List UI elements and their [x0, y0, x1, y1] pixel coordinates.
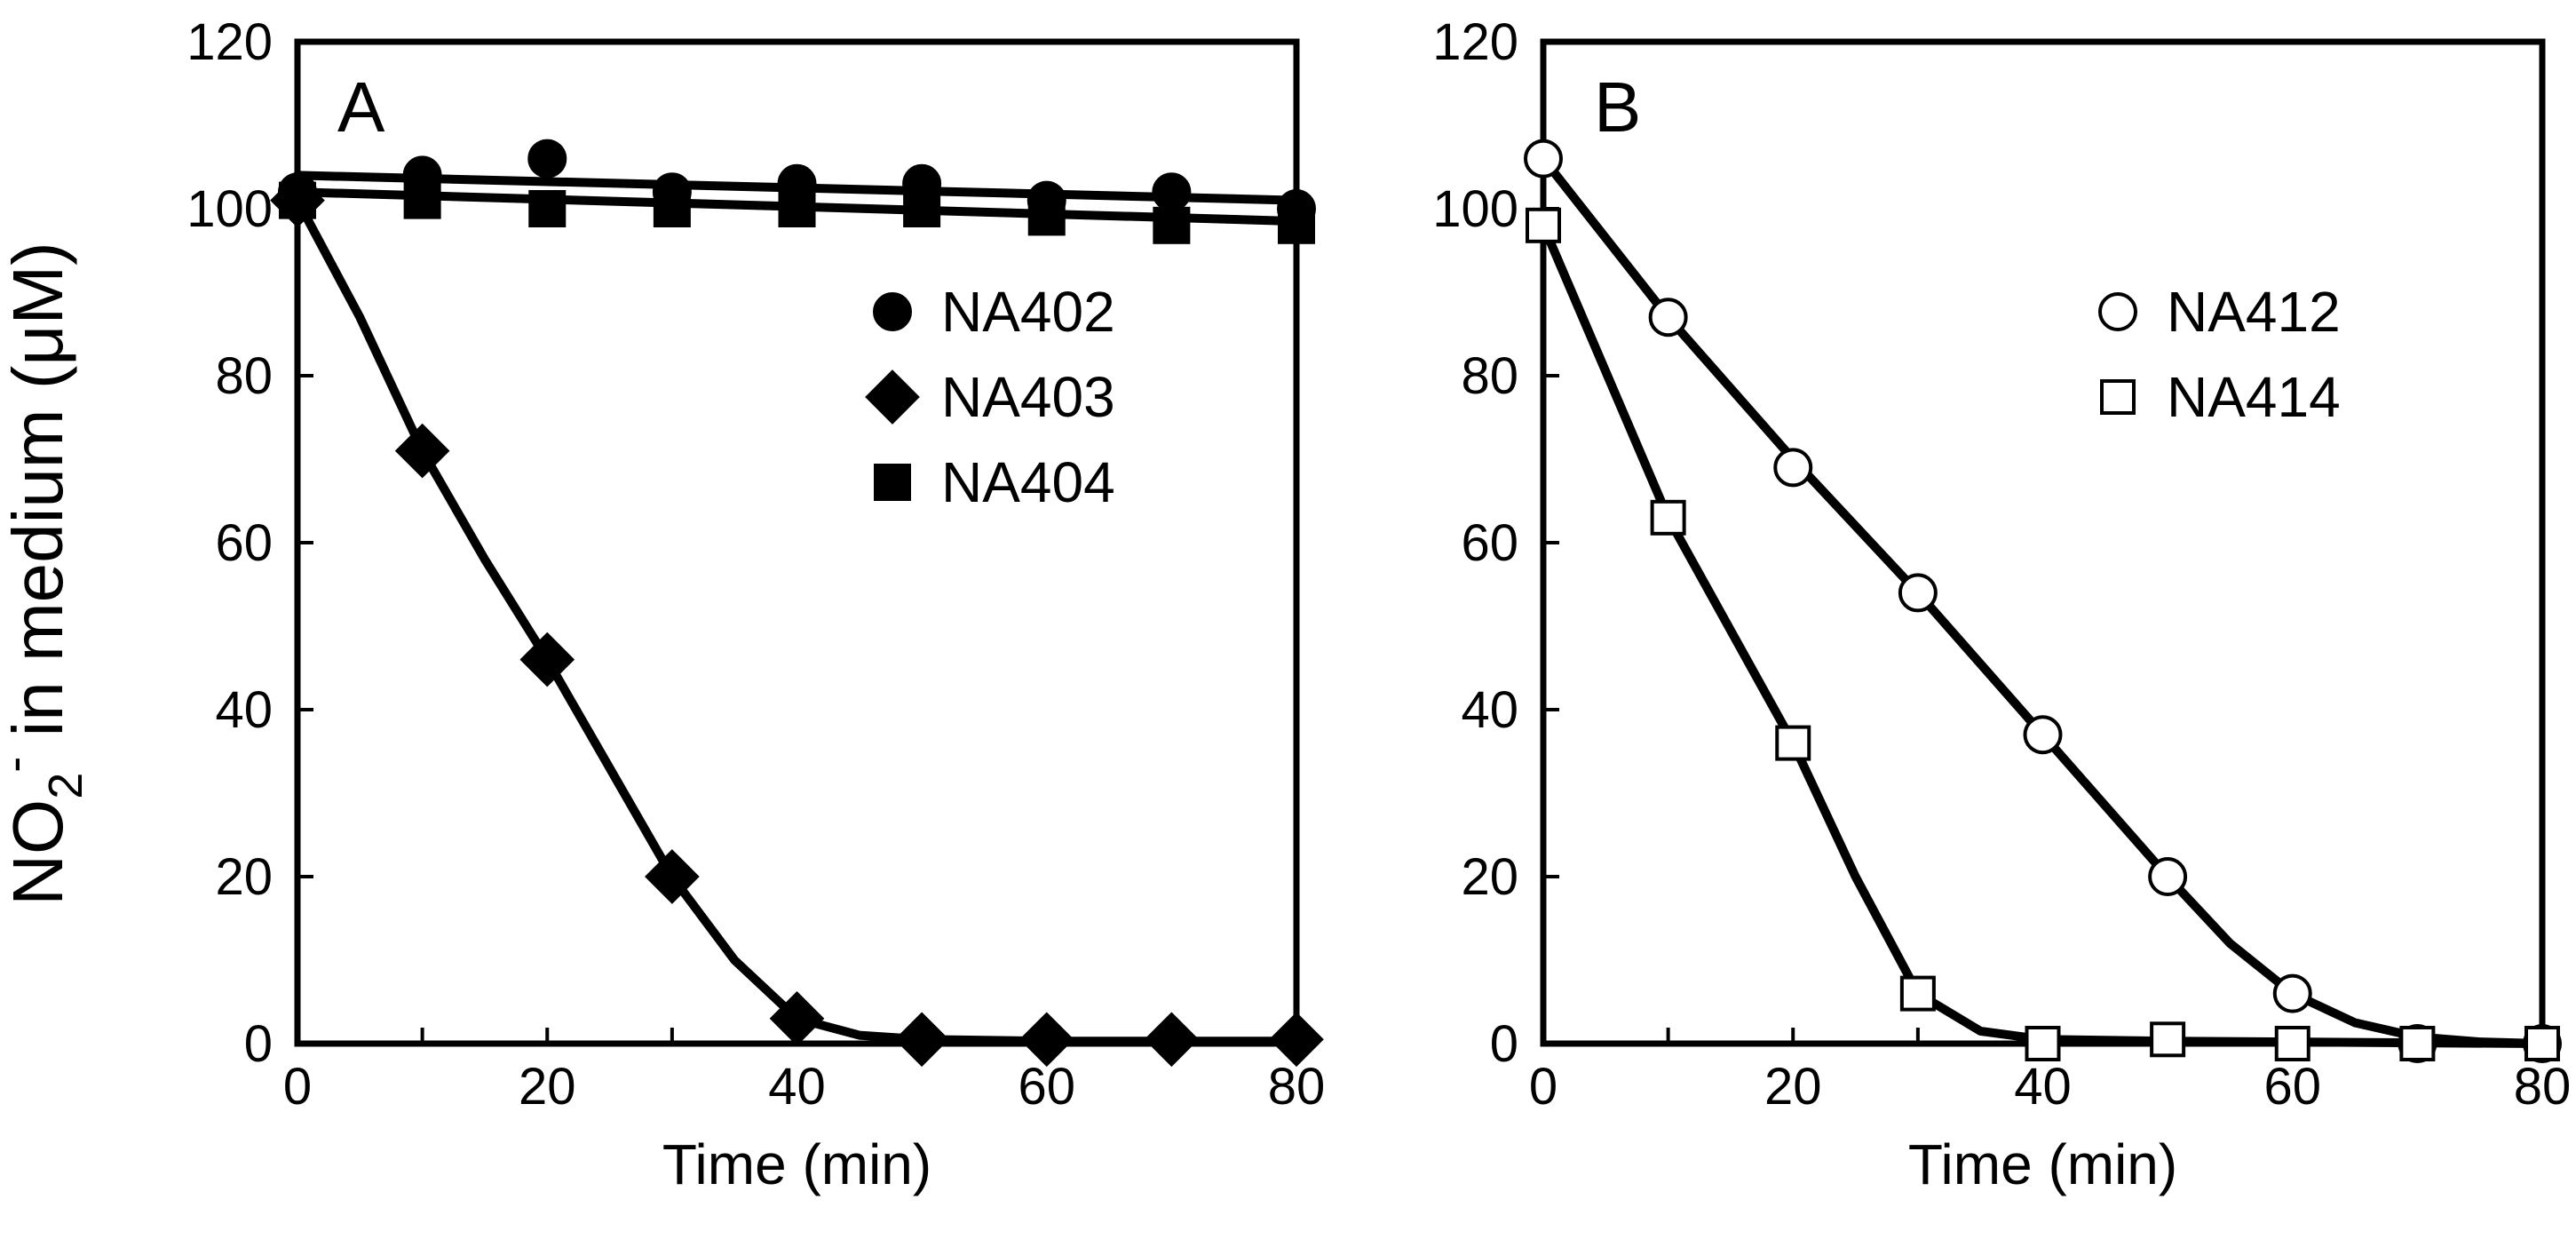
- y-axis-title: NO2- in medium (μM): [0, 242, 92, 906]
- y-tick-label: 0: [244, 1015, 273, 1073]
- x-tick-label: 40: [768, 1058, 826, 1116]
- y-axis-title-main: NO: [0, 799, 77, 906]
- data-point-na412: [1524, 139, 1563, 179]
- x-tick-label: 80: [1268, 1058, 1326, 1116]
- y-tick-label: 60: [1461, 514, 1518, 572]
- data-point-na414: [1650, 499, 1686, 536]
- panel-b: 0 20 40 60 80 0 20 40 60 80 100 120 Time (min) B NA412…: [1432, 13, 2571, 1196]
- data-point-na414: [2274, 1026, 2310, 1061]
- legend-marker-na403: [865, 369, 920, 425]
- data-point-na404: [279, 181, 316, 219]
- legend-marker-na412: [2098, 292, 2137, 331]
- data-point-na404: [1027, 198, 1066, 236]
- data-point-na404: [1278, 206, 1315, 244]
- x-tick-label: 60: [2263, 1058, 2321, 1116]
- x-tick-label: 60: [1018, 1058, 1075, 1116]
- data-point-na403: [769, 990, 825, 1046]
- data-point-na412: [2272, 973, 2312, 1013]
- y-tick-label: 60: [215, 514, 273, 572]
- legend-marker-na414: [2100, 379, 2136, 415]
- x-tick-label: 20: [519, 1058, 576, 1116]
- data-point-na403: [1269, 1012, 1324, 1068]
- y-axis-title-rest: in medium (μM): [0, 242, 77, 757]
- y-tick-label: 120: [1432, 13, 1518, 71]
- data-point-na414: [1526, 207, 1561, 243]
- legend-label-na403: NA403: [941, 365, 1115, 429]
- legend-label-na414: NA414: [2167, 365, 2341, 429]
- x-tick-label: 80: [2514, 1058, 2572, 1116]
- y-tick-label: 40: [1461, 681, 1518, 739]
- y-tick-label: 120: [186, 13, 273, 71]
- panel-label: B: [1594, 68, 1641, 147]
- y-tick-label: 80: [1461, 347, 1518, 405]
- y-tick-label: 20: [215, 848, 273, 906]
- series-line-na412: [1539, 154, 2547, 1048]
- data-point-na404: [903, 190, 941, 227]
- data-point-na414: [2025, 1026, 2061, 1061]
- data-point-na404: [528, 190, 567, 227]
- legend-label-na404: NA404: [941, 450, 1115, 514]
- data-point-na412: [2023, 715, 2063, 755]
- x-tick-label: 0: [283, 1058, 312, 1116]
- x-tick-label: 40: [2014, 1058, 2072, 1116]
- data-point-na414: [1899, 975, 1936, 1012]
- legend-marker-na404: [874, 464, 911, 501]
- data-point-na403: [894, 1012, 949, 1068]
- data-point-na404: [778, 190, 816, 227]
- panel-label: A: [337, 68, 385, 147]
- data-point-na402: [527, 139, 567, 179]
- data-point-na403: [519, 631, 575, 687]
- data-point-na412: [1898, 573, 1938, 613]
- y-tick-label: 20: [1461, 848, 1518, 906]
- y-tick-label: 0: [1490, 1015, 1518, 1073]
- x-tick-label: 0: [1529, 1058, 1557, 1116]
- data-point-na412: [1648, 298, 1688, 338]
- data-point-na404: [1153, 206, 1191, 244]
- data-point-na403: [645, 849, 700, 904]
- y-tick-label: 100: [186, 180, 273, 238]
- series-line-na414: [1539, 220, 2547, 1048]
- data-point-na403: [1019, 1012, 1074, 1068]
- legend-marker-na402: [873, 292, 912, 331]
- y-axis-title-superscript: -: [0, 757, 41, 773]
- data-point-na404: [403, 181, 441, 219]
- data-point-na403: [1144, 1012, 1200, 1068]
- y-axis-title-subscript: 2: [39, 773, 92, 799]
- series-line-na403: [293, 195, 1301, 1046]
- x-axis-title: Time (min): [662, 1132, 931, 1196]
- plot-frame: [1540, 38, 2546, 1047]
- panel-a: 0 20 40 60 80 0 20 40 60 80 100 120 Time (min) A NA402…: [186, 13, 1325, 1196]
- data-point-na412: [2148, 857, 2188, 896]
- y-tick-label: 80: [215, 347, 273, 405]
- data-point-na402: [1152, 172, 1192, 212]
- data-point-na414: [2150, 1021, 2186, 1058]
- x-axis-title: Time (min): [1908, 1132, 2177, 1196]
- data-point-na414: [1775, 725, 1811, 761]
- data-point-na404: [653, 190, 691, 227]
- legend-label-na402: NA402: [941, 280, 1115, 344]
- y-tick-label: 40: [215, 681, 273, 739]
- data-point-na412: [1773, 448, 1813, 488]
- x-tick-label: 20: [1764, 1058, 1822, 1116]
- data-point-na403: [394, 423, 450, 479]
- data-point-na414: [2399, 1026, 2436, 1061]
- y-tick-label: 100: [1432, 180, 1518, 238]
- data-point-na414: [2524, 1026, 2560, 1061]
- legend-label-na412: NA412: [2167, 280, 2341, 344]
